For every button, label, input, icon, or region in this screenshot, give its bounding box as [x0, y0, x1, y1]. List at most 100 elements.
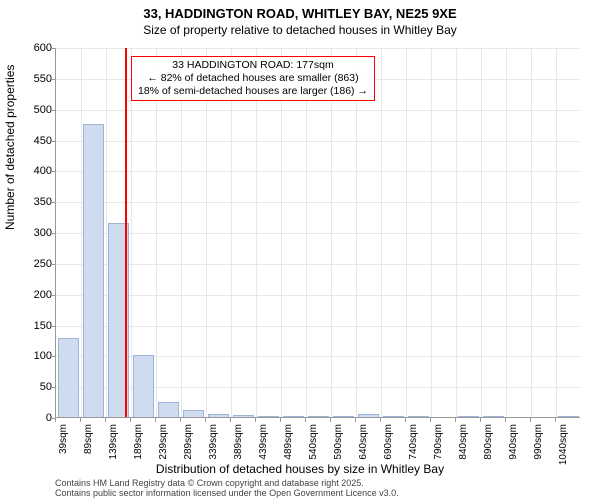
y-tick-label: 450 — [30, 135, 52, 147]
gridline-v — [206, 48, 207, 417]
x-tick-label: 339sqm — [208, 424, 219, 474]
histogram-bar — [83, 124, 105, 417]
gridline-h — [56, 141, 580, 142]
y-tick-label: 0 — [30, 412, 52, 424]
y-tick-label: 200 — [30, 289, 52, 301]
x-tick-label: 39sqm — [58, 424, 69, 474]
histogram-bar — [283, 416, 305, 417]
y-tick-mark — [51, 202, 55, 203]
x-tick-mark — [255, 418, 256, 422]
x-tick-mark — [305, 418, 306, 422]
gridline-h — [56, 171, 580, 172]
x-tick-label: 1040sqm — [558, 424, 569, 474]
gridline-v — [431, 48, 432, 417]
attribution-footer: Contains HM Land Registry data © Crown c… — [55, 478, 399, 499]
x-tick-label: 690sqm — [383, 424, 394, 474]
y-tick-label: 50 — [30, 381, 52, 393]
x-tick-mark — [530, 418, 531, 422]
histogram-bar — [483, 416, 505, 417]
histogram-bar — [233, 415, 255, 417]
histogram-bar — [258, 416, 280, 417]
gridline-v — [356, 48, 357, 417]
histogram-bar — [458, 416, 480, 417]
x-tick-label: 940sqm — [508, 424, 519, 474]
y-tick-mark — [51, 171, 55, 172]
y-tick-mark — [51, 264, 55, 265]
gridline-v — [531, 48, 532, 417]
gridline-v — [256, 48, 257, 417]
y-tick-label: 500 — [30, 104, 52, 116]
histogram-bar — [308, 416, 330, 417]
gridline-h — [56, 264, 580, 265]
histogram-bar — [133, 355, 155, 417]
gridline-v — [506, 48, 507, 417]
y-tick-mark — [51, 356, 55, 357]
y-tick-label: 150 — [30, 320, 52, 332]
x-tick-label: 990sqm — [533, 424, 544, 474]
x-tick-label: 439sqm — [258, 424, 269, 474]
footer-line-2: Contains public sector information licen… — [55, 488, 399, 498]
x-tick-label: 389sqm — [233, 424, 244, 474]
x-tick-mark — [130, 418, 131, 422]
x-tick-label: 139sqm — [108, 424, 119, 474]
plot-area: 33 HADDINGTON ROAD: 177sqm← 82% of detac… — [55, 48, 580, 418]
gridline-v — [331, 48, 332, 417]
y-tick-mark — [51, 141, 55, 142]
x-tick-mark — [105, 418, 106, 422]
x-tick-label: 640sqm — [358, 424, 369, 474]
annotation-line-2: ← 82% of detached houses are smaller (86… — [138, 72, 368, 85]
y-tick-mark — [51, 295, 55, 296]
gridline-v — [406, 48, 407, 417]
chart-subtitle: Size of property relative to detached ho… — [0, 23, 600, 37]
histogram-bar — [358, 414, 380, 417]
y-tick-label: 250 — [30, 258, 52, 270]
y-tick-label: 550 — [30, 73, 52, 85]
x-tick-mark — [455, 418, 456, 422]
x-tick-label: 540sqm — [308, 424, 319, 474]
x-tick-label: 239sqm — [158, 424, 169, 474]
gridline-h — [56, 326, 580, 327]
x-tick-mark — [480, 418, 481, 422]
gridline-h — [56, 202, 580, 203]
y-tick-mark — [51, 79, 55, 80]
y-tick-mark — [51, 48, 55, 49]
x-tick-label: 890sqm — [483, 424, 494, 474]
gridline-v — [306, 48, 307, 417]
y-tick-mark — [51, 387, 55, 388]
y-tick-mark — [51, 233, 55, 234]
x-tick-mark — [505, 418, 506, 422]
x-tick-mark — [430, 418, 431, 422]
x-tick-label: 289sqm — [183, 424, 194, 474]
histogram-bar — [208, 414, 230, 417]
gridline-v — [156, 48, 157, 417]
gridline-h — [56, 48, 580, 49]
marker-line — [125, 48, 127, 417]
x-tick-label: 790sqm — [433, 424, 444, 474]
x-tick-mark — [405, 418, 406, 422]
histogram-bar — [333, 416, 355, 417]
x-tick-label: 740sqm — [408, 424, 419, 474]
annotation-box: 33 HADDINGTON ROAD: 177sqm← 82% of detac… — [131, 56, 375, 101]
x-tick-label: 89sqm — [83, 424, 94, 474]
x-tick-label: 489sqm — [283, 424, 294, 474]
gridline-v — [381, 48, 382, 417]
x-tick-mark — [155, 418, 156, 422]
y-tick-label: 400 — [30, 165, 52, 177]
x-tick-mark — [330, 418, 331, 422]
x-tick-label: 590sqm — [333, 424, 344, 474]
x-tick-mark — [280, 418, 281, 422]
histogram-bar — [158, 402, 180, 417]
gridline-v — [181, 48, 182, 417]
histogram-bar — [558, 416, 580, 417]
y-tick-label: 350 — [30, 196, 52, 208]
annotation-line-3: 18% of semi-detached houses are larger (… — [138, 85, 368, 98]
y-tick-mark — [51, 110, 55, 111]
histogram-bar — [383, 416, 405, 417]
x-tick-mark — [80, 418, 81, 422]
gridline-v — [231, 48, 232, 417]
gridline-h — [56, 295, 580, 296]
y-tick-label: 300 — [30, 227, 52, 239]
y-tick-label: 600 — [30, 42, 52, 54]
x-tick-mark — [230, 418, 231, 422]
footer-line-1: Contains HM Land Registry data © Crown c… — [55, 478, 399, 488]
